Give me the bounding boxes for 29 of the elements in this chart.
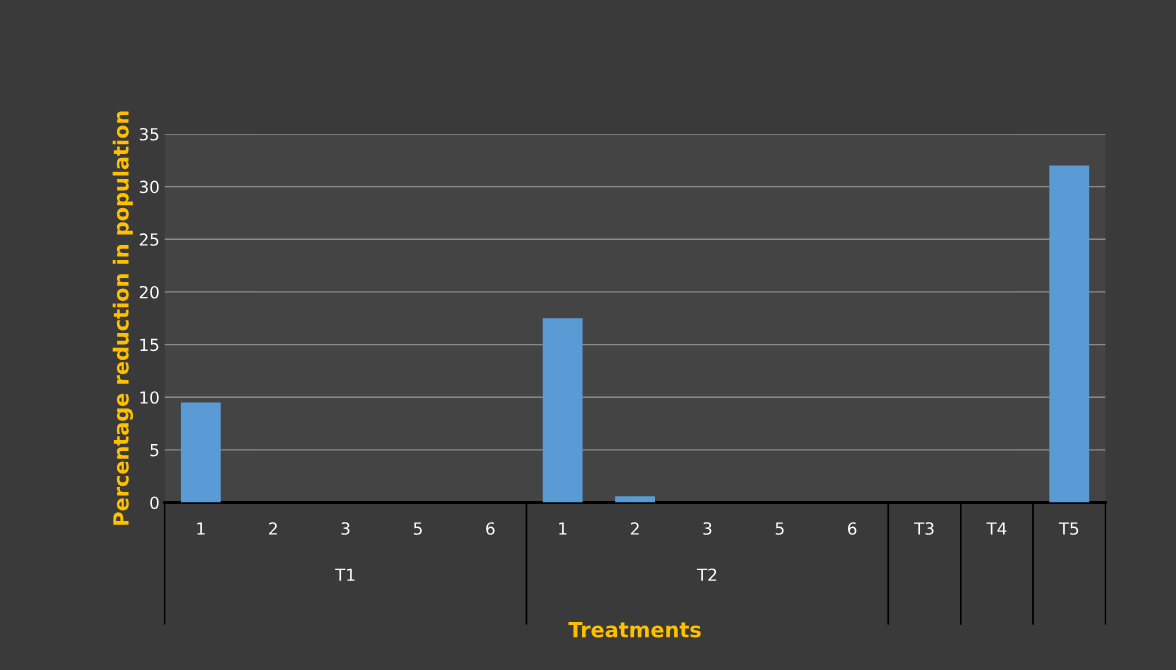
x-tick-label: 1	[559, 522, 567, 535]
bar	[542, 318, 583, 503]
x-tick-label: 5	[775, 522, 784, 535]
bar	[1049, 165, 1090, 503]
x-tick-label: 6	[848, 522, 857, 535]
x-tick-label: T3	[914, 522, 934, 535]
text: T1	[335, 568, 355, 581]
x-tick-label: 2	[269, 522, 277, 535]
bar	[615, 496, 655, 503]
x-tick-label: 3	[341, 522, 350, 535]
y-tick-label: 0	[150, 496, 159, 510]
y-tick-label: 15	[140, 338, 159, 352]
y-tick-label: 5	[150, 444, 159, 457]
y-tick-label: 20	[139, 285, 159, 299]
x-axis-title: Treatments	[568, 622, 701, 638]
x-tick-label: 2	[630, 522, 639, 535]
y-tick-label: 35	[139, 127, 159, 141]
bar	[180, 402, 221, 503]
x-tick-label: T5	[1058, 522, 1079, 535]
x-tick-label: 6	[486, 522, 495, 535]
text: T2	[696, 568, 717, 581]
x-tick-label: T4	[986, 522, 1007, 535]
y-tick-label: 10	[140, 391, 159, 404]
y-tick-label: 30	[139, 180, 159, 194]
x-tick-label: 5	[413, 522, 422, 535]
x-tick-label: 1	[197, 522, 205, 535]
y-tick-label: 25	[139, 233, 159, 246]
y-axis-title: Percentage reduction in population	[112, 111, 134, 525]
x-tick-label: 3	[703, 522, 712, 535]
